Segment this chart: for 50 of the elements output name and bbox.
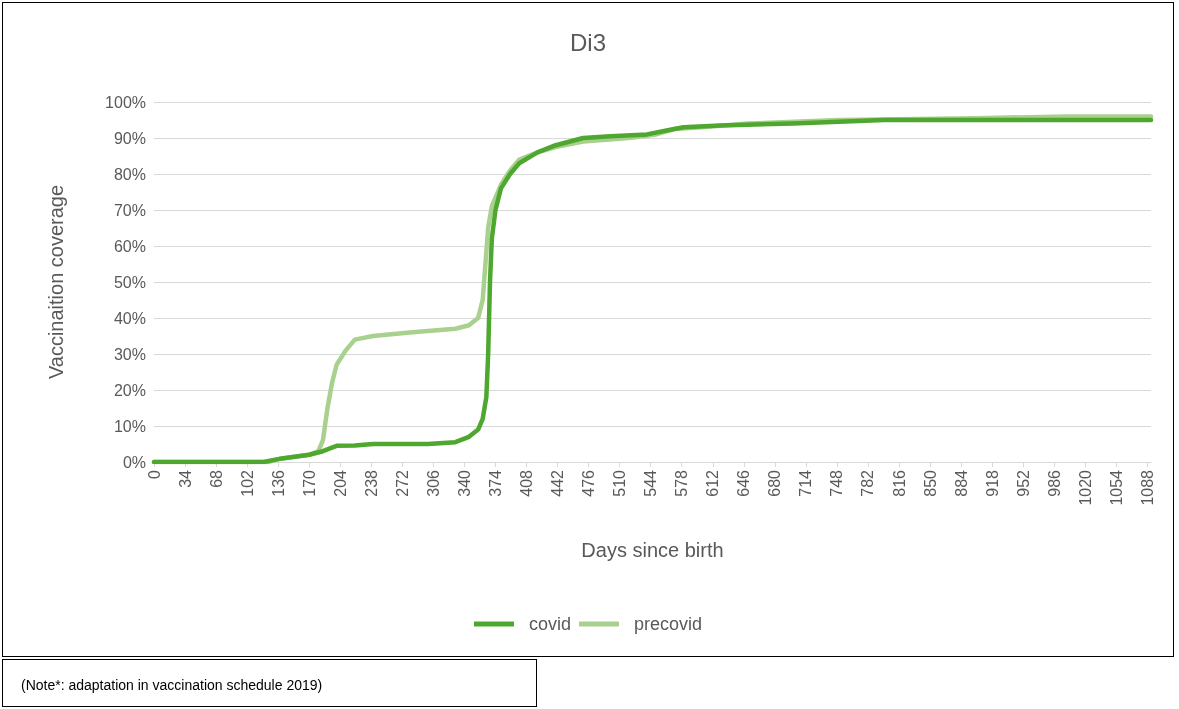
x-tick-label: 272 xyxy=(393,469,411,497)
x-tick-label: 510 xyxy=(611,469,629,497)
x-tick-label: 442 xyxy=(549,469,567,497)
x-tick-label: 1054 xyxy=(1107,469,1125,506)
x-tick-label: 34 xyxy=(176,469,194,488)
x-tick-label: 782 xyxy=(859,469,877,497)
x-tick-label: 306 xyxy=(424,469,442,497)
legend-label: covid xyxy=(528,614,571,634)
text: (Note*: adaptation in vaccination schedule 2019) xyxy=(2,659,537,707)
x-tick-label: 340 xyxy=(455,469,473,497)
x-tick-label: 646 xyxy=(735,469,753,497)
x-tick-label: 102 xyxy=(238,469,256,497)
x-tick-label: 170 xyxy=(300,469,318,497)
x-tick-label: 136 xyxy=(269,469,287,497)
x-tick-label: 986 xyxy=(1045,469,1063,497)
y-tick-label: 40% xyxy=(113,309,146,327)
y-tick-label: 50% xyxy=(113,273,146,291)
y-tick-label: 30% xyxy=(113,345,146,363)
x-tick-label: 204 xyxy=(331,469,349,497)
x-tick-label: 680 xyxy=(766,469,784,497)
x-tick-label: 408 xyxy=(518,469,536,497)
x-tick-label: 544 xyxy=(642,469,660,497)
x-tick-label: 748 xyxy=(828,469,846,497)
chart-title: Di3 xyxy=(569,28,607,56)
x-tick-label: 850 xyxy=(921,469,939,497)
x-tick-label: 1088 xyxy=(1138,469,1156,506)
y-tick-label: 100% xyxy=(105,93,146,111)
x-tick-label: 918 xyxy=(983,469,1001,497)
x-tick-label: 476 xyxy=(580,469,598,497)
y-axis-title: Vaccinaition coverage xyxy=(45,184,67,380)
y-tick-label: 0% xyxy=(122,453,146,471)
x-axis-title: Days since birth xyxy=(581,539,724,561)
x-tick-label: 1020 xyxy=(1076,469,1094,506)
y-tick-label: 70% xyxy=(113,201,146,219)
x-tick-label: 578 xyxy=(673,469,691,497)
x-tick-label: 714 xyxy=(797,469,815,497)
x-tick-label: 612 xyxy=(704,469,722,497)
y-tick-label: 10% xyxy=(113,417,146,435)
x-tick-label: 374 xyxy=(486,469,504,497)
x-tick-label: 0 xyxy=(145,469,163,479)
x-tick-label: 68 xyxy=(207,469,225,488)
y-tick-label: 60% xyxy=(113,237,146,255)
x-tick-label: 816 xyxy=(890,469,908,497)
x-tick-label: 952 xyxy=(1014,469,1032,497)
x-tick-label: 238 xyxy=(362,469,380,497)
legend-label: precovid xyxy=(633,614,703,634)
x-tick-label: 884 xyxy=(952,469,970,497)
y-tick-label: 90% xyxy=(113,129,146,147)
y-tick-label: 20% xyxy=(113,381,146,399)
y-tick-label: 80% xyxy=(113,165,146,183)
